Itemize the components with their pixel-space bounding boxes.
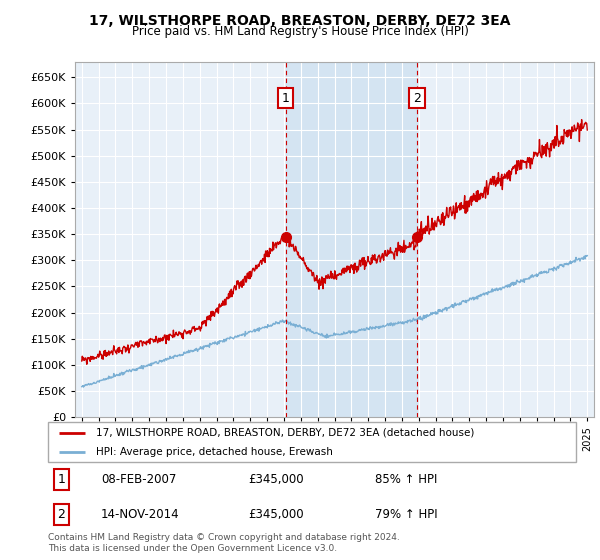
Text: 85% ↑ HPI: 85% ↑ HPI <box>376 473 438 486</box>
Bar <box>286 62 417 417</box>
Text: £345,000: £345,000 <box>248 473 304 486</box>
Text: £345,000: £345,000 <box>248 508 304 521</box>
Text: Price paid vs. HM Land Registry's House Price Index (HPI): Price paid vs. HM Land Registry's House … <box>131 25 469 38</box>
Text: 2: 2 <box>413 92 421 105</box>
Text: 17, WILSTHORPE ROAD, BREASTON, DERBY, DE72 3EA: 17, WILSTHORPE ROAD, BREASTON, DERBY, DE… <box>89 14 511 28</box>
Text: 14-NOV-2014: 14-NOV-2014 <box>101 508 179 521</box>
Text: Contains HM Land Registry data © Crown copyright and database right 2024.
This d: Contains HM Land Registry data © Crown c… <box>48 533 400 553</box>
Text: 1: 1 <box>57 473 65 486</box>
Text: 2: 2 <box>57 508 65 521</box>
Text: 17, WILSTHORPE ROAD, BREASTON, DERBY, DE72 3EA (detached house): 17, WILSTHORPE ROAD, BREASTON, DERBY, DE… <box>95 428 474 438</box>
Text: 08-FEB-2007: 08-FEB-2007 <box>101 473 176 486</box>
Text: HPI: Average price, detached house, Erewash: HPI: Average price, detached house, Erew… <box>95 447 332 457</box>
Text: 1: 1 <box>281 92 290 105</box>
Text: 79% ↑ HPI: 79% ↑ HPI <box>376 508 438 521</box>
FancyBboxPatch shape <box>48 422 576 462</box>
